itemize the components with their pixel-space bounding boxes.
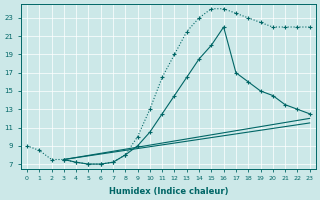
X-axis label: Humidex (Indice chaleur): Humidex (Indice chaleur) [108, 187, 228, 196]
